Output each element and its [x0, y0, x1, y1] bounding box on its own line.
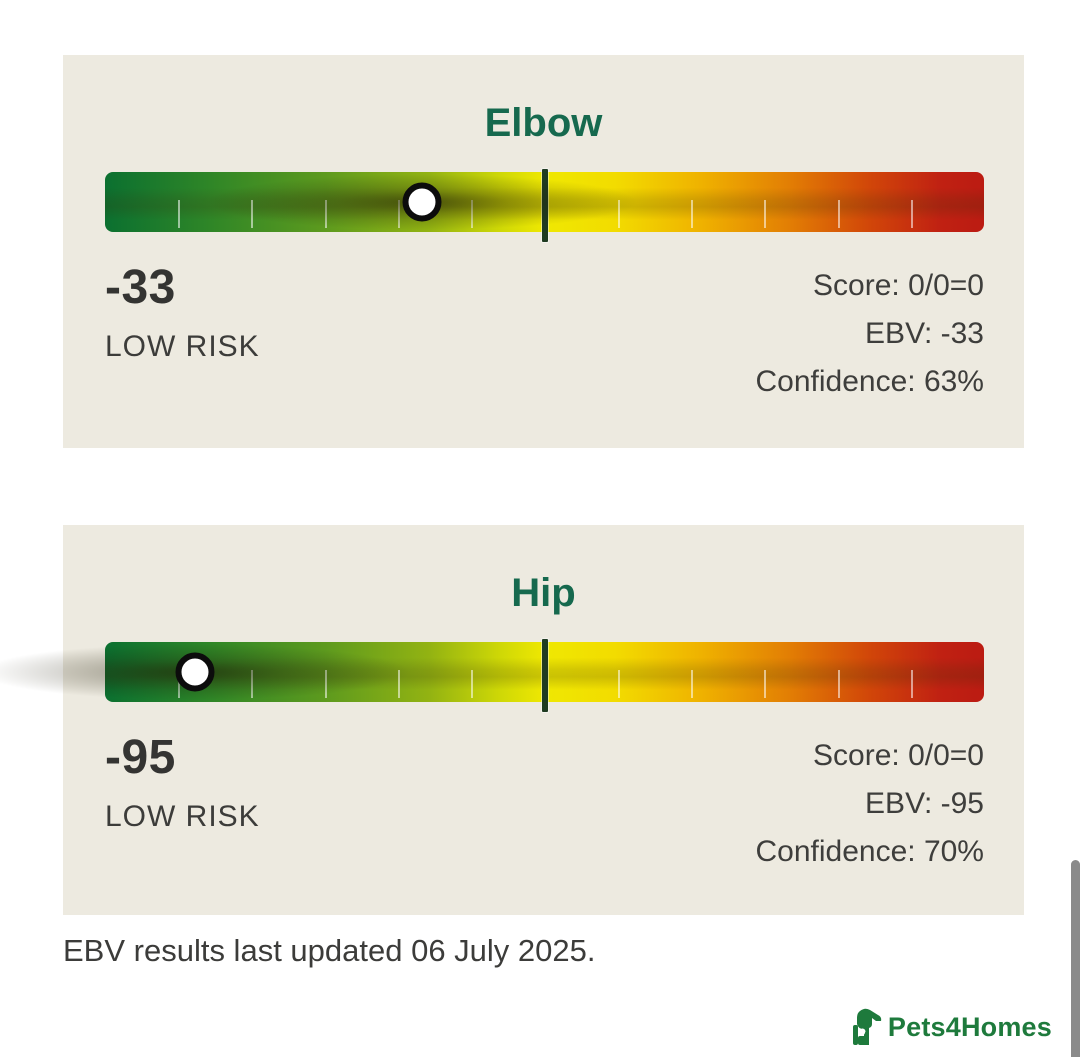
gauge-tick — [910, 200, 913, 228]
elbow-stats-block: Score: 0/0=0 EBV: -33 Confidence: 63% — [756, 262, 985, 406]
vertical-scrollbar-thumb[interactable] — [1071, 860, 1080, 1057]
gauge-thumb — [402, 182, 442, 222]
gauge-tick — [617, 200, 620, 228]
risk-label: LOW RISK — [105, 800, 260, 833]
gauge-tick — [471, 200, 474, 228]
hip-risk-gauge — [0, 639, 984, 712]
gauge-tick — [324, 200, 327, 228]
gauge-tick — [837, 200, 840, 228]
gauge-tick — [764, 200, 767, 228]
hip-score-card: Hip -95 LOW RISK Score: 0/0=0 EBV: -95 C… — [0, 525, 1024, 915]
pets4homes-logo-icon — [852, 1008, 882, 1045]
gauge-tick — [178, 200, 181, 228]
confidence-line: Confidence: 70% — [755, 835, 985, 868]
gauge-tick — [397, 200, 400, 228]
gauge-tick — [251, 200, 254, 228]
ebv-line: EBV: -95 — [865, 787, 984, 820]
gauge-tick — [690, 200, 693, 228]
hip-stats-block: Score: 0/0=0 EBV: -95 Confidence: 70% — [756, 732, 985, 876]
pets4homes-logo[interactable]: Pets4Homes — [851, 1008, 1052, 1046]
confidence-line: Confidence: 63% — [755, 365, 985, 398]
elbow-score-card: Elbow -33 LOW RISK Score: 0/0=0 EBV: -33… — [63, 55, 1024, 448]
elbow-risk-gauge — [105, 169, 984, 242]
ebv-updated-note: EBV results last updated 06 July 2025. — [63, 933, 596, 968]
pets4homes-logo-text: Pets4Homes — [887, 1011, 1052, 1042]
gauge-center-marker — [541, 169, 548, 242]
gauge-tick — [471, 670, 474, 698]
ebv-value: -95 — [105, 731, 176, 784]
card-title-hip: Hip — [511, 571, 576, 615]
hip-result-block: -95 LOW RISK — [105, 732, 260, 834]
gauge-center-marker — [541, 639, 548, 712]
gauge-tick — [764, 670, 767, 698]
gauge-tick — [617, 670, 620, 698]
card-title-elbow: Elbow — [484, 101, 603, 145]
elbow-result-block: -33 LOW RISK — [105, 262, 260, 364]
score-line: Score: 0/0=0 — [813, 269, 984, 302]
gauge-thumb — [175, 652, 215, 692]
gauge-tick — [837, 670, 840, 698]
risk-label: LOW RISK — [105, 330, 260, 363]
gauge-tick — [397, 670, 400, 698]
gauge-tick — [324, 670, 327, 698]
ebv-line: EBV: -33 — [865, 317, 984, 350]
ebv-value: -33 — [105, 261, 176, 314]
gauge-tick — [910, 670, 913, 698]
gauge-tick — [690, 670, 693, 698]
gauge-tick — [251, 670, 254, 698]
score-line: Score: 0/0=0 — [813, 739, 984, 772]
